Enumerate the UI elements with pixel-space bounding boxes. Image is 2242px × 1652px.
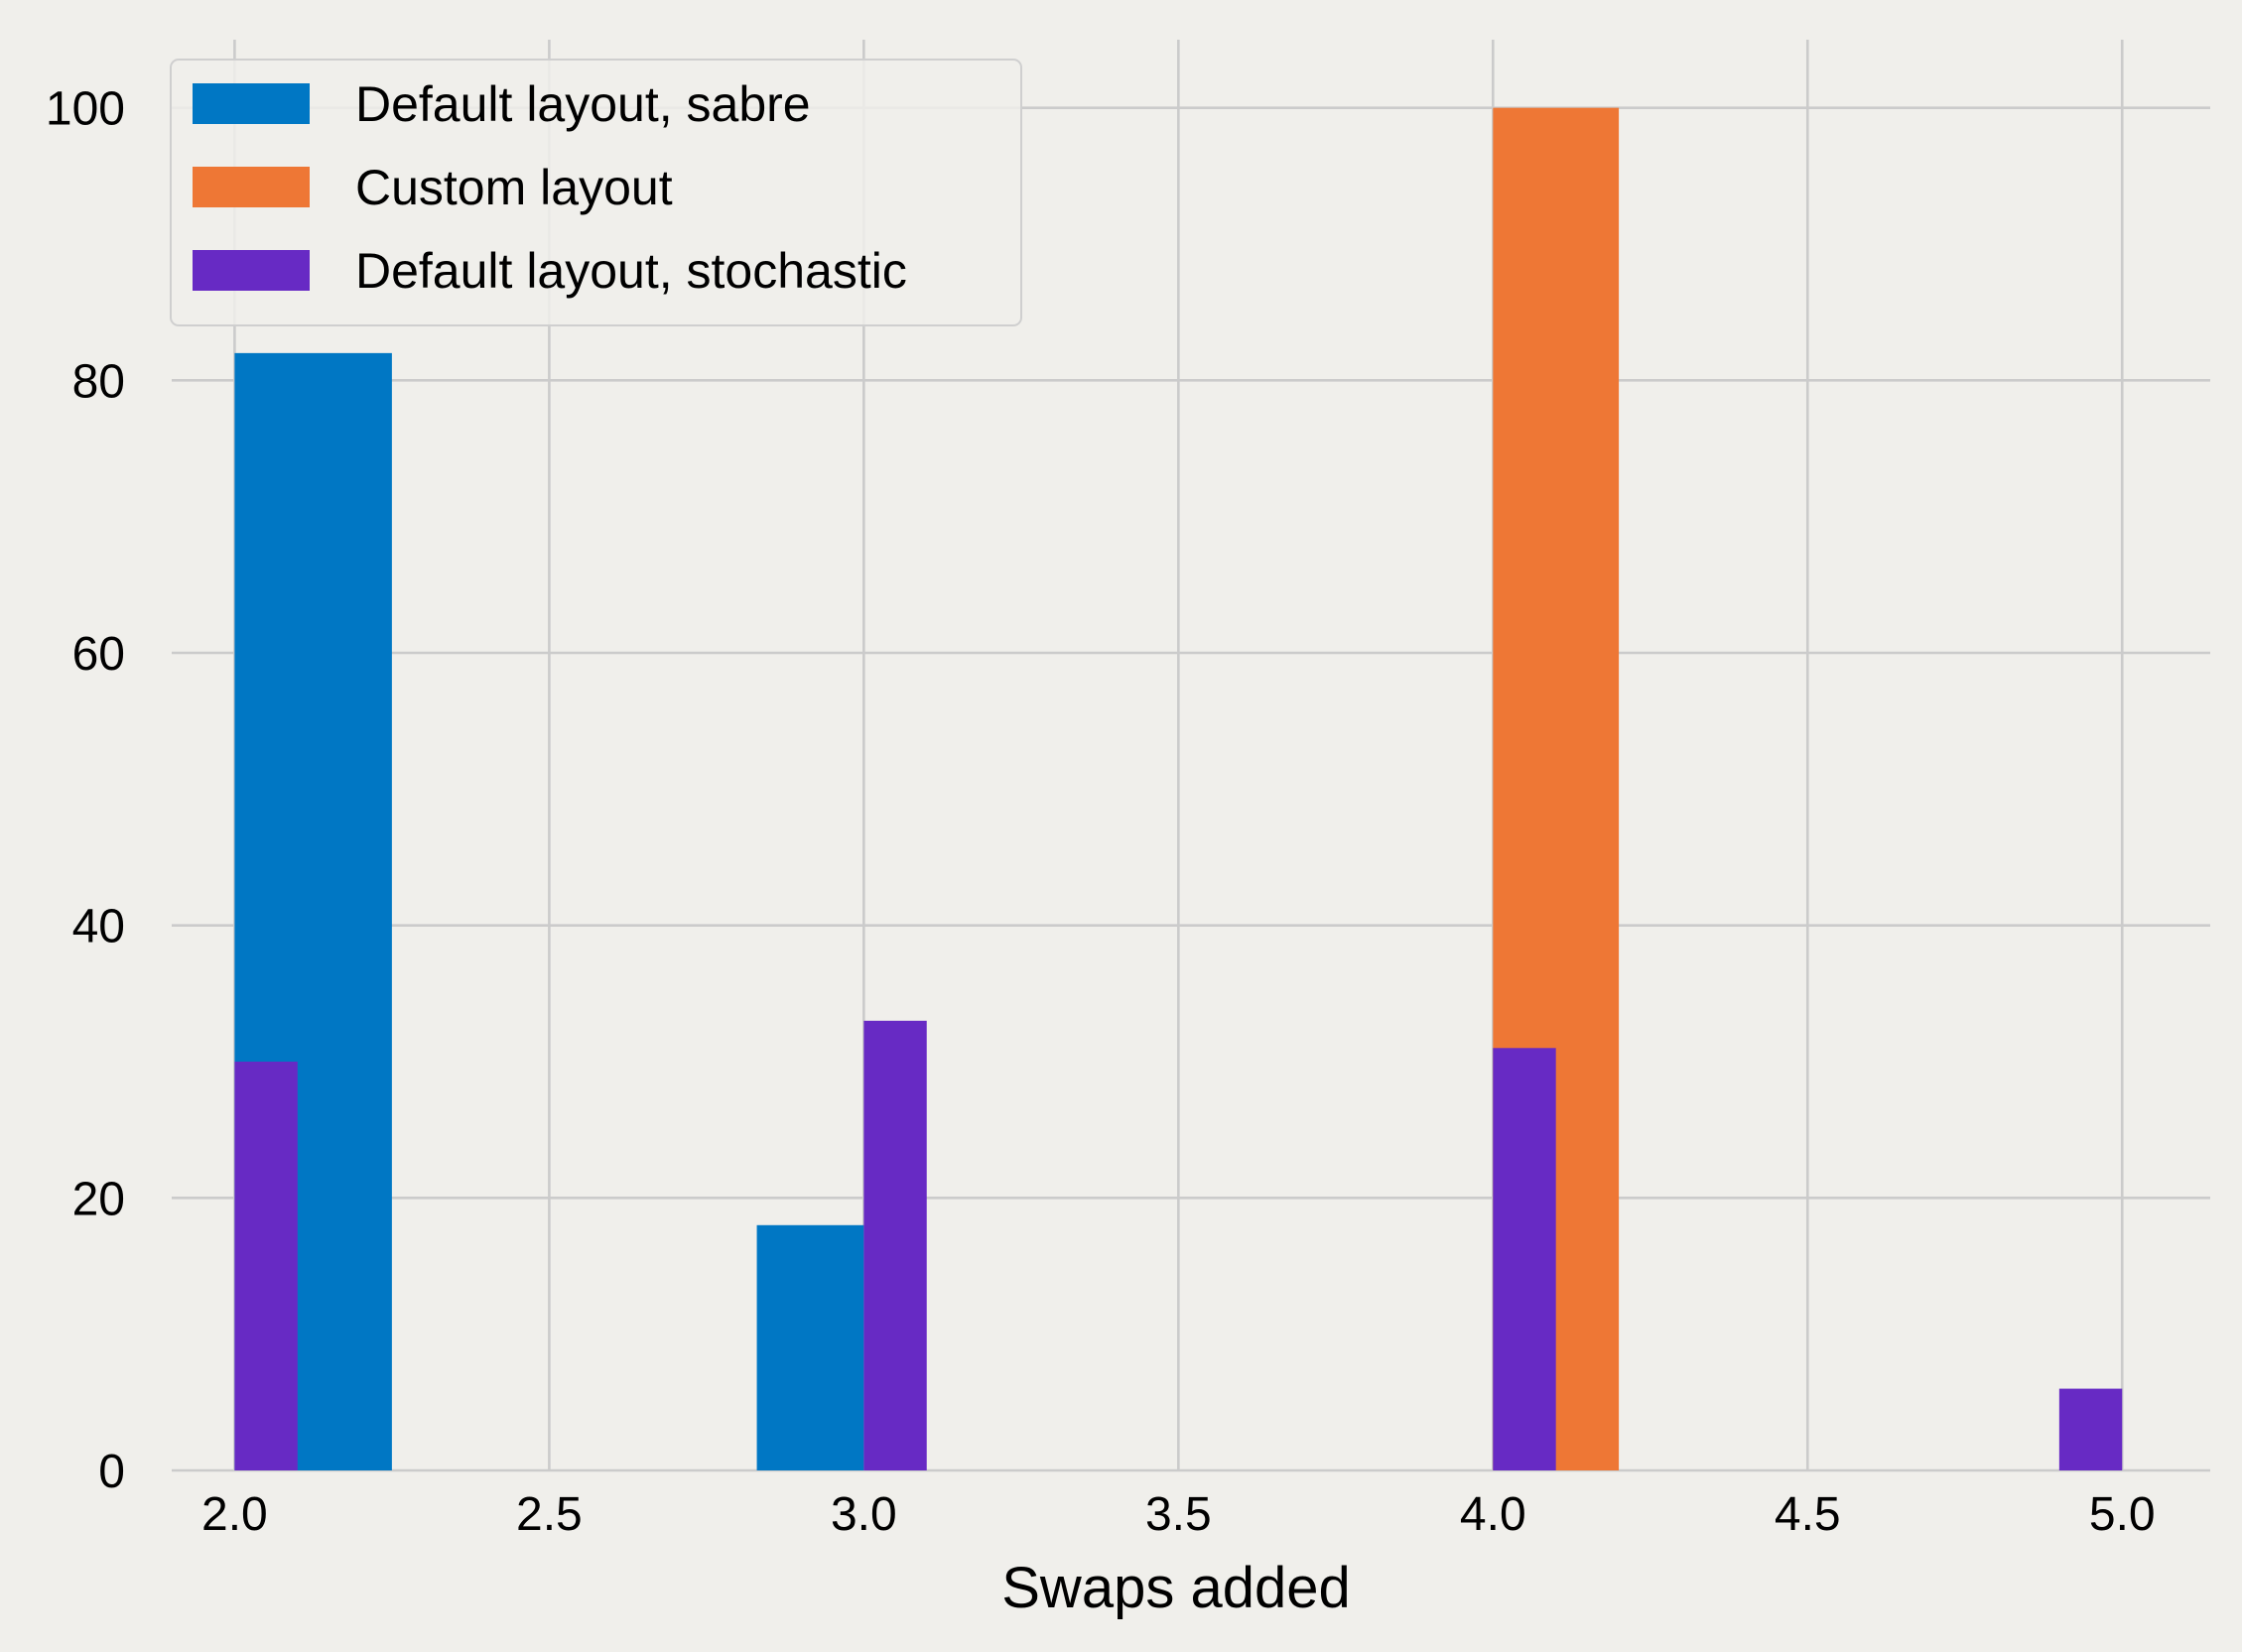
- legend-swatch: [193, 83, 310, 124]
- legend-label: Custom layout: [355, 160, 673, 215]
- y-tick-label: 0: [98, 1446, 125, 1498]
- x-tick-label: 4.0: [1460, 1488, 1526, 1541]
- x-tick-label: 2.5: [516, 1488, 583, 1541]
- y-tick-label: 20: [72, 1173, 125, 1225]
- legend-swatch: [193, 167, 310, 207]
- tick-labels: 2.0 2.5 3.0 3.5 4.0 4.5 5.0 0 20 40 60 80 100: [46, 83, 2156, 1541]
- legend-swatch: [193, 250, 310, 291]
- y-tick-label: 100: [46, 83, 125, 136]
- y-tick-label: 80: [72, 355, 125, 408]
- x-axis-title: Swaps added: [1001, 1556, 1350, 1620]
- legend-box: [170, 59, 1022, 326]
- x-tick-label: 2.0: [201, 1488, 268, 1541]
- bar-series-3: [1493, 1048, 1556, 1470]
- legend-label: Default layout, stochastic: [355, 243, 907, 299]
- legend-label: Default layout, sabre: [355, 76, 811, 132]
- x-tick-label: 3.5: [1145, 1488, 1212, 1541]
- legend: Default layout, sabre Custom layout Defaul…: [170, 59, 1022, 326]
- y-tick-label: 40: [72, 901, 125, 953]
- bar-series-3: [863, 1020, 927, 1470]
- x-tick-label: 5.0: [2089, 1488, 2156, 1541]
- bar-series-3: [234, 1062, 298, 1470]
- x-tick-label: 3.0: [831, 1488, 897, 1541]
- bar-series-1: [756, 1224, 864, 1470]
- x-tick-label: 4.5: [1775, 1488, 1841, 1541]
- y-tick-label: 60: [72, 628, 125, 681]
- bar-series-3: [2058, 1388, 2123, 1470]
- bars: [234, 107, 2123, 1471]
